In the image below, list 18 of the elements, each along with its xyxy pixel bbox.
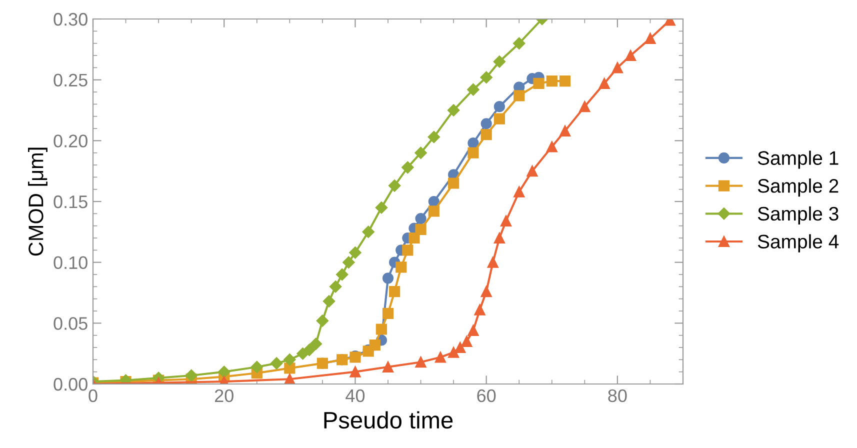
legend-label: Sample 4 [758, 234, 839, 252]
y-tick-label: 0.00 [54, 378, 88, 391]
x-tick-label: 20 [214, 389, 234, 402]
x-tick-label: 80 [608, 389, 627, 402]
legend-label: Sample 2 [758, 178, 838, 197]
legend-label: Sample 3 [758, 206, 838, 224]
x-tick-label: 40 [346, 389, 365, 402]
y-tick-label: 0.30 [54, 12, 88, 26]
y-tick-label: 0.25 [54, 74, 88, 87]
x-axis-title: Pseudo time [324, 411, 453, 429]
x-tick-label: 0 [88, 389, 98, 402]
y-tick-label: 0.05 [54, 317, 88, 330]
y-axis-title: CMOD [μm] [28, 148, 48, 256]
legend-label: Sample 1 [758, 150, 838, 169]
y-tick-label: 0.10 [54, 256, 88, 270]
y-tick-label: 0.15 [54, 195, 88, 208]
y-tick-label: 0.20 [54, 134, 88, 148]
x-tick-label: 60 [477, 389, 496, 402]
